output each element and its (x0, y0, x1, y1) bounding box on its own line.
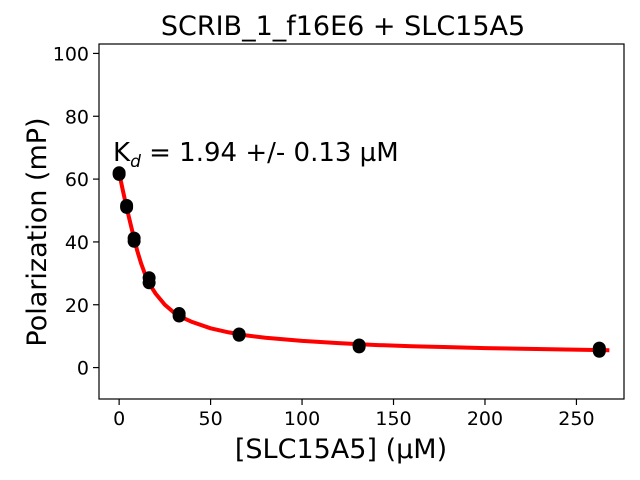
y-tick-label: 20 (65, 295, 89, 317)
data-point (112, 166, 126, 180)
y-tick-label: 100 (53, 43, 89, 65)
data-point (127, 231, 141, 245)
x-axis-label: [SLC15A5] (µM) (235, 434, 447, 465)
kd-prefix: K (113, 138, 131, 168)
fit-curve (117, 172, 610, 353)
y-tick-label: 60 (65, 169, 89, 191)
data-point (142, 271, 156, 285)
data-point (592, 341, 606, 355)
chart-title: SCRIB_1_f16E6 + SLC15A5 (161, 11, 525, 42)
plot-frame (98, 43, 625, 400)
data-point (172, 307, 186, 321)
x-tick-label: 100 (284, 408, 320, 430)
x-tick-label: 50 (198, 408, 222, 430)
x-tick-label: 250 (558, 408, 594, 430)
y-tick-label: 80 (65, 106, 89, 128)
x-tick-label: 150 (375, 408, 411, 430)
data-point (352, 338, 366, 352)
kd-value-text: = 1.94 +/- 0.13 µM (141, 138, 399, 168)
x-tick-label: 200 (467, 408, 503, 430)
data-point (232, 327, 246, 341)
data-point (120, 198, 134, 212)
y-axis-label: Polarization (mP) (22, 117, 53, 346)
y-tick-label: 0 (77, 358, 89, 380)
kd-subscript: d (130, 152, 141, 172)
y-tick-label: 40 (65, 232, 89, 254)
kd-annotation: Kd = 1.94 +/- 0.13 µM (113, 138, 399, 172)
x-tick-label: 0 (113, 408, 125, 430)
